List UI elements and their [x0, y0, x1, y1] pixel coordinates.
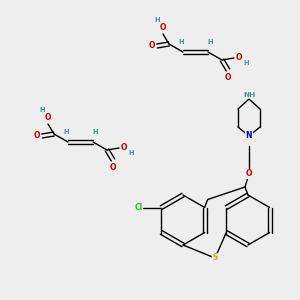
Text: O: O	[45, 112, 51, 122]
Text: N: N	[246, 131, 252, 140]
Text: H: H	[154, 17, 160, 23]
Text: NH: NH	[243, 92, 255, 98]
Text: O: O	[236, 53, 242, 62]
Text: Cl: Cl	[134, 203, 142, 212]
Text: O: O	[149, 41, 155, 50]
Text: O: O	[110, 163, 116, 172]
Text: O: O	[34, 131, 40, 140]
Text: H: H	[63, 129, 69, 135]
Text: H: H	[39, 107, 45, 113]
Text: S: S	[212, 254, 218, 262]
Text: O: O	[225, 73, 231, 82]
Text: O: O	[160, 22, 166, 32]
Text: O: O	[246, 169, 252, 178]
Text: H: H	[243, 60, 249, 66]
Text: H: H	[178, 39, 184, 45]
Text: O: O	[121, 143, 127, 152]
Text: H: H	[92, 129, 98, 135]
Text: H: H	[207, 39, 213, 45]
Text: H: H	[128, 150, 134, 156]
